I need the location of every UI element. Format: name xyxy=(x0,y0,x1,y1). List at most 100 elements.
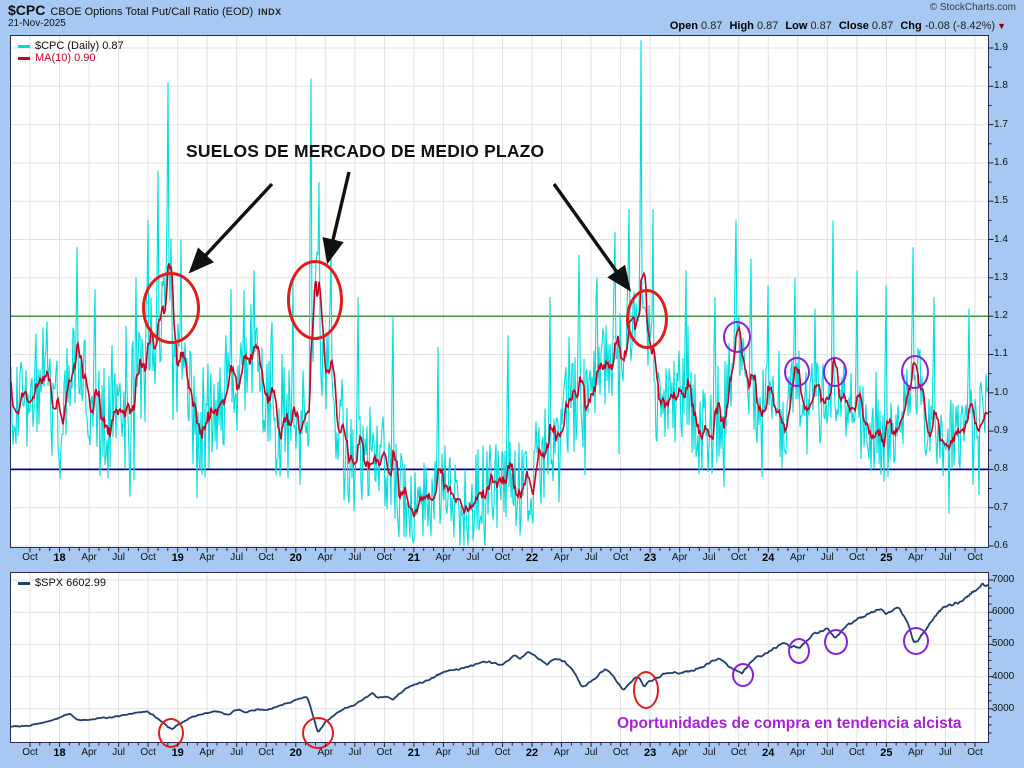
copyright-label: © StockCharts.com xyxy=(929,2,1016,13)
ohlc-label: Open xyxy=(669,20,698,32)
purple-circle-annotation xyxy=(823,628,848,655)
x-tick-label: Apr xyxy=(317,552,334,563)
x-tick-label: Apr xyxy=(908,552,924,563)
x-tick-label: Jul xyxy=(938,552,952,563)
ohlc-value: 0.87 xyxy=(810,20,832,32)
x-tick-label: 23 xyxy=(643,747,657,759)
x-tick-label: Apr xyxy=(435,747,452,758)
ohlc-label: High xyxy=(729,20,754,32)
x-tick-label: 25 xyxy=(880,747,893,759)
red-circle-annotation xyxy=(625,289,668,350)
annotation-suelos-text: SUELOS DE MERCADO DE MEDIO PLAZO xyxy=(186,141,545,161)
y-tick-label: 0.8 xyxy=(994,463,1008,474)
y-tick-label: 1.5 xyxy=(994,195,1008,206)
spx-legend-label: $SPX 6602.99 xyxy=(35,577,106,589)
x-tick-label: Oct xyxy=(140,747,156,758)
x-tick-label: Jul xyxy=(820,552,834,563)
x-tick-label: Oct xyxy=(967,552,983,563)
ohlc-value: 0.87 xyxy=(701,20,723,32)
cpc-chart-canvas xyxy=(11,36,988,547)
exchange-label: INDX xyxy=(258,7,282,17)
x-tick-label: Jul xyxy=(466,747,480,758)
x-tick-label: 19 xyxy=(171,552,184,564)
purple-circle-annotation xyxy=(902,627,929,656)
x-tick-label: Oct xyxy=(612,747,629,758)
y-tick-label: 4000 xyxy=(992,671,1015,682)
x-tick-label: Jul xyxy=(230,552,244,563)
x-tick-label: Jul xyxy=(466,552,480,563)
y-tick-label: 0.6 xyxy=(994,540,1008,551)
x-tick-label: Apr xyxy=(199,747,215,758)
ohlc-summary: Open 0.87 High 0.87 Low 0.87 Close 0.87 Chg … xyxy=(663,20,1006,32)
y-tick-label: 1.7 xyxy=(994,119,1008,130)
x-tick-label: Apr xyxy=(81,552,97,563)
x-tick-label: Jul xyxy=(820,747,834,758)
chart-header: $CPC CBOE Options Total Put/Call Ratio (… xyxy=(8,2,282,18)
x-tick-label: Apr xyxy=(671,552,688,563)
legend-cpc-daily: $CPC (Daily) 0.87 xyxy=(18,40,124,52)
x-tick-label: 25 xyxy=(880,552,893,564)
legend-spx: $SPX 6602.99 xyxy=(18,577,106,589)
symbol-description: CBOE Options Total Put/Call Ratio (EOD) xyxy=(50,6,254,18)
y-tick-label: 5000 xyxy=(992,638,1015,649)
x-tick-label: Jul xyxy=(112,552,125,563)
ohlc-value: 0.87 xyxy=(871,20,894,32)
x-tick-label: Apr xyxy=(790,747,806,758)
x-tick-label: Jul xyxy=(702,552,716,563)
x-tick-label: Jul xyxy=(584,747,598,758)
y-tick-label: 1.9 xyxy=(994,42,1008,53)
x-tick-label: Apr xyxy=(553,552,570,563)
x-tick-label: Apr xyxy=(81,747,97,758)
x-tick-label: Jul xyxy=(348,747,362,758)
x-tick-label: 20 xyxy=(289,552,302,564)
x-tick-label: Oct xyxy=(730,552,747,563)
x-tick-label: Jul xyxy=(702,747,716,758)
legend-ma10: MA(10) 0.90 xyxy=(18,52,124,64)
purple-circle-annotation xyxy=(788,637,811,664)
x-tick-label: Oct xyxy=(730,747,747,758)
x-tick-label: 24 xyxy=(762,747,775,759)
x-tick-label: Apr xyxy=(317,747,334,758)
purple-circle-annotation xyxy=(900,354,929,389)
x-tick-label: 22 xyxy=(525,747,539,759)
ma10-legend-label: MA(10) 0.90 xyxy=(35,52,96,64)
y-tick-label: 6000 xyxy=(992,606,1015,617)
x-tick-label: 24 xyxy=(762,552,775,564)
x-tick-label: Jul xyxy=(348,552,362,563)
x-tick-label: 23 xyxy=(643,552,657,564)
red-circle-annotation xyxy=(158,718,185,749)
x-tick-label: 19 xyxy=(171,747,184,759)
y-tick-label: 1.3 xyxy=(994,272,1008,283)
red-circle-annotation xyxy=(141,271,200,344)
x-tick-label: Oct xyxy=(849,747,865,758)
x-tick-label: 20 xyxy=(289,747,302,759)
annotation-oportunidades-text: Oportunidades de compra en tendencia alc… xyxy=(617,715,962,732)
x-tick-label: Apr xyxy=(553,747,570,758)
purple-circle-annotation xyxy=(822,356,847,387)
ohlc-label: Close xyxy=(838,20,869,32)
x-tick-label: 18 xyxy=(53,552,66,564)
x-tick-label: Jul xyxy=(112,747,125,758)
ma10-swatch-icon xyxy=(18,56,30,60)
purple-circle-annotation xyxy=(784,356,811,387)
x-tick-label: Oct xyxy=(612,552,629,563)
x-tick-label: Apr xyxy=(199,552,215,563)
x-tick-label: Oct xyxy=(967,747,983,758)
purple-circle-annotation xyxy=(723,321,752,354)
x-tick-label: Jul xyxy=(230,747,244,758)
x-tick-label: Oct xyxy=(22,552,38,563)
y-tick-label: 0.9 xyxy=(994,425,1008,436)
y-tick-label: 1.4 xyxy=(994,234,1008,245)
x-tick-label: Oct xyxy=(376,747,393,758)
x-tick-label: Apr xyxy=(790,552,806,563)
y-tick-label: 1.6 xyxy=(994,157,1008,168)
chart-date: 21-Nov-2025 xyxy=(8,18,66,29)
x-tick-label: Jul xyxy=(938,747,952,758)
spx-swatch-icon xyxy=(18,581,30,585)
y-tick-label: 1.0 xyxy=(994,387,1008,398)
cpc-daily-swatch-icon xyxy=(18,44,30,48)
ohlc-label: Low xyxy=(785,20,808,32)
main-legend: $CPC (Daily) 0.87 MA(10) 0.90 xyxy=(18,40,124,64)
y-tick-label: 7000 xyxy=(992,574,1015,585)
x-tick-label: Oct xyxy=(22,747,38,758)
